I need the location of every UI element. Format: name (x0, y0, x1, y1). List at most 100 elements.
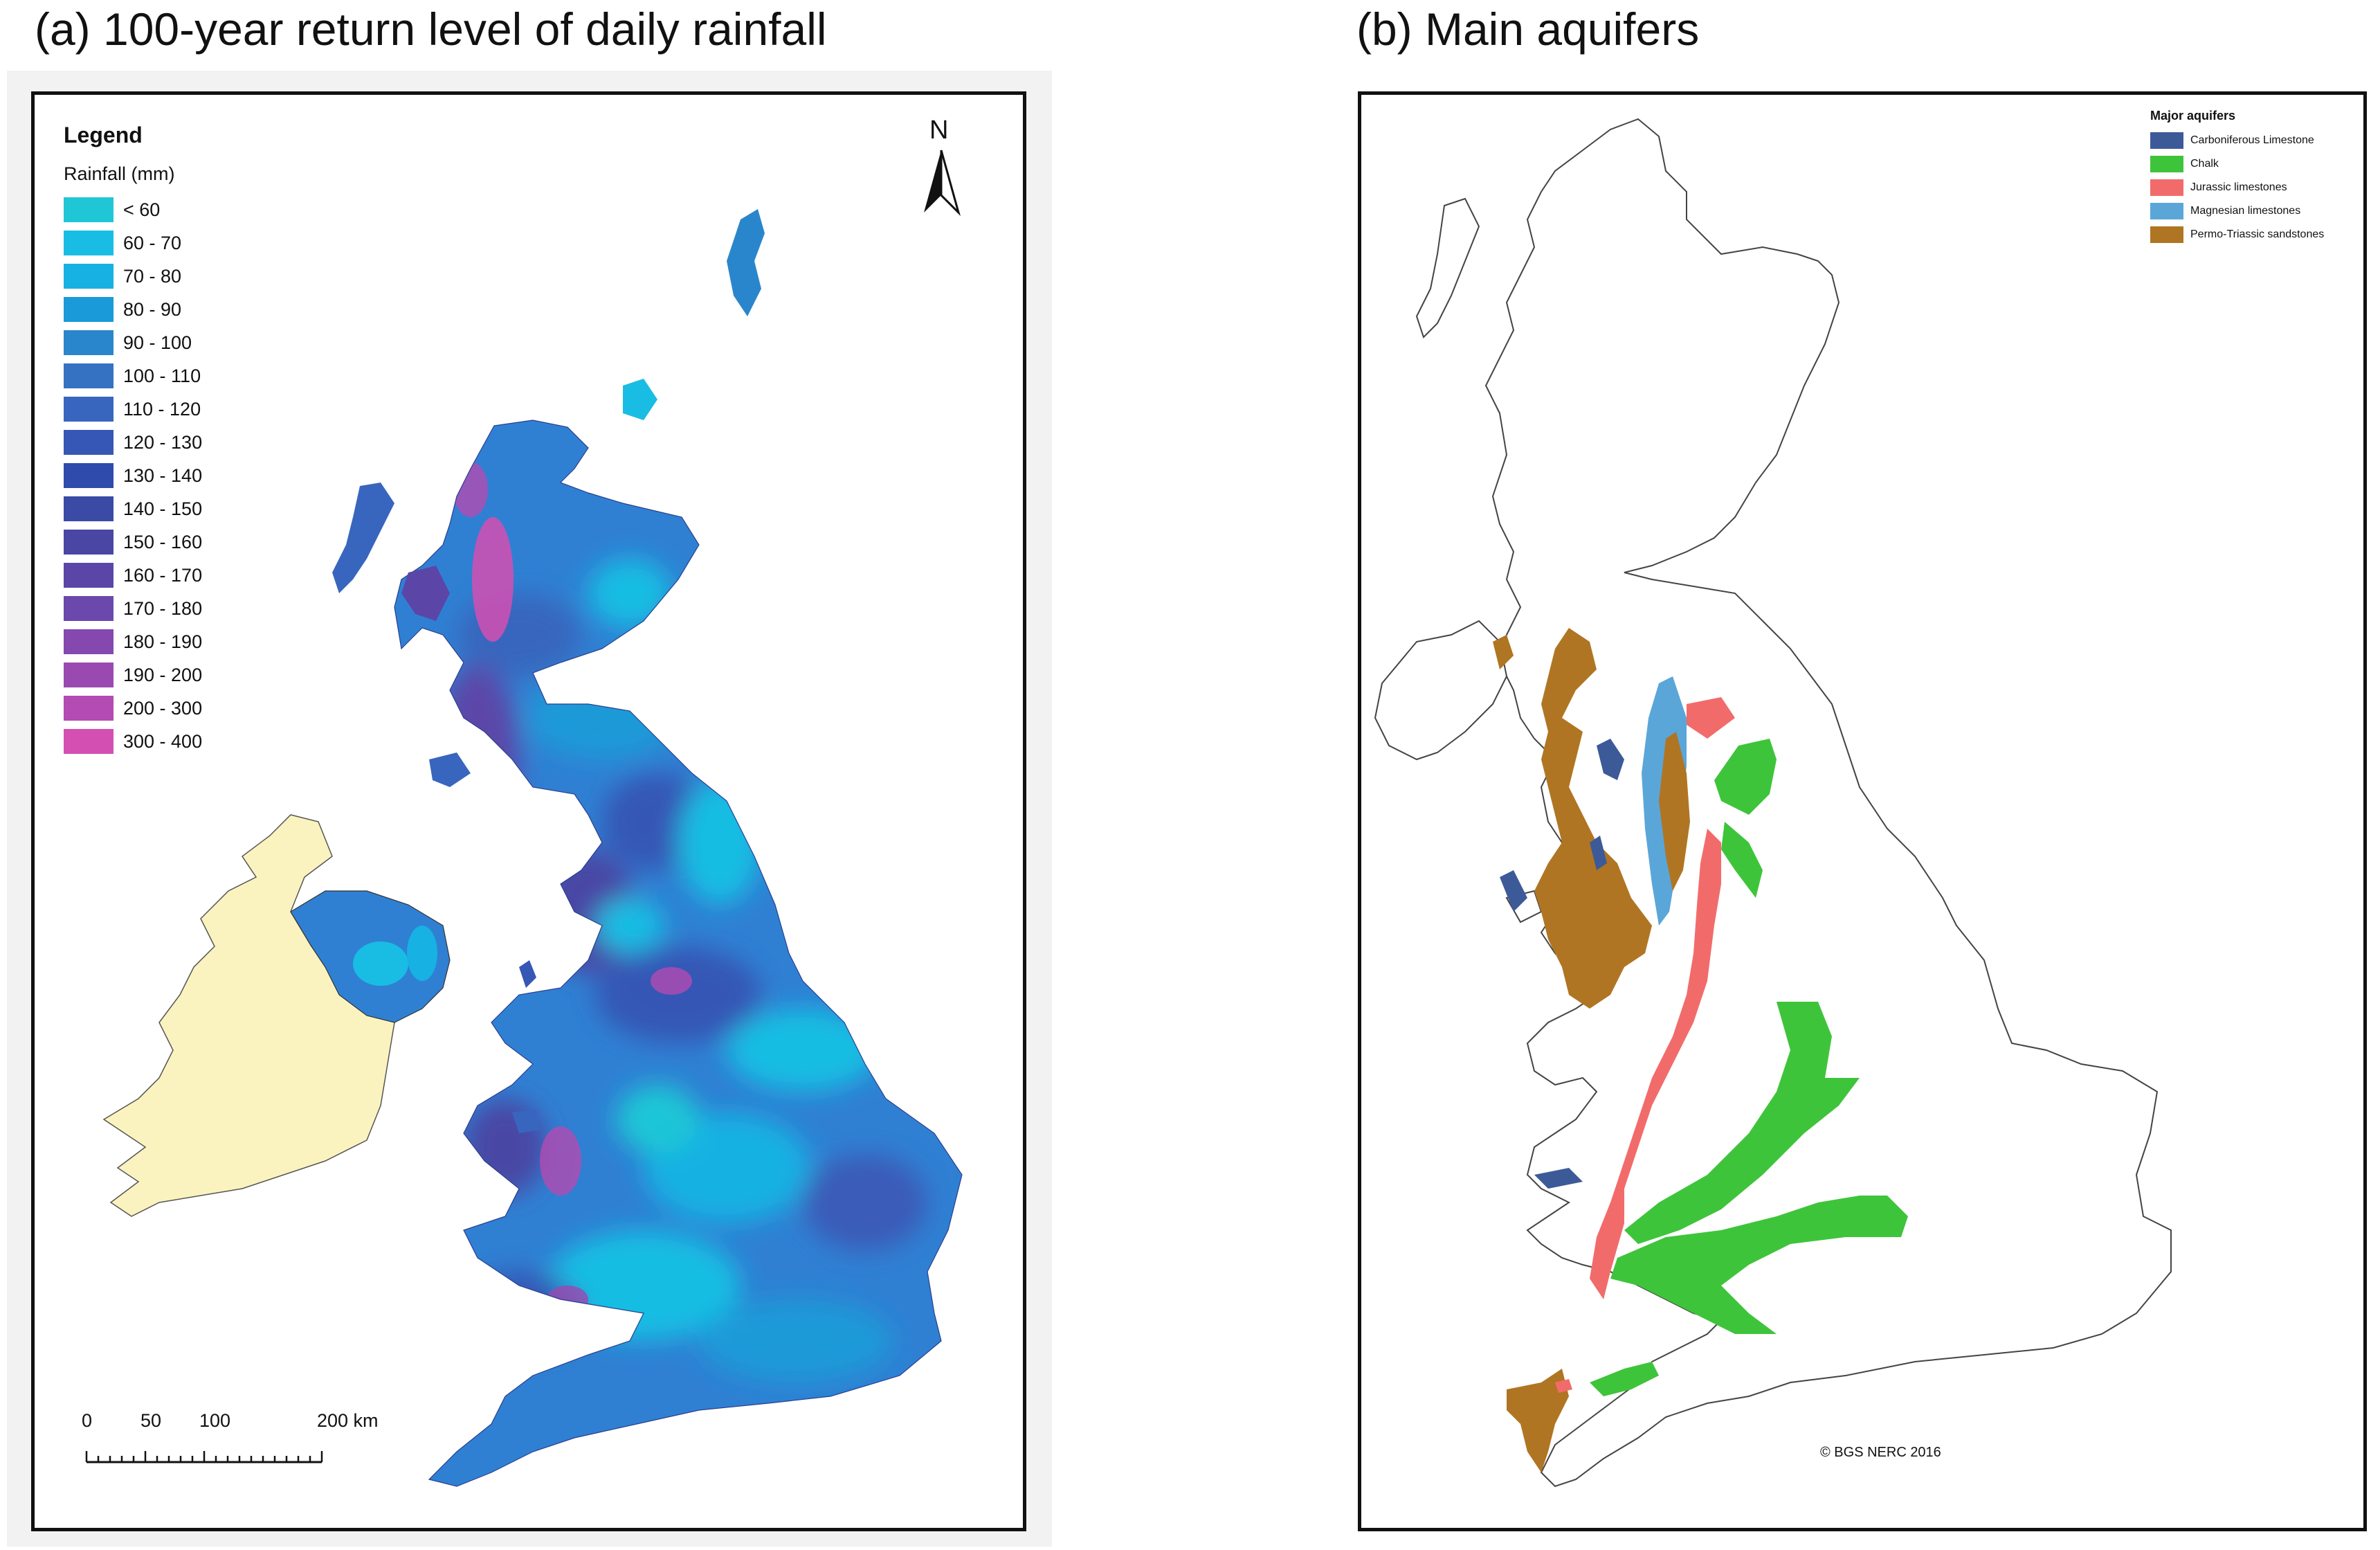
legend-swatch (64, 563, 113, 588)
legend-label: 300 - 400 (123, 730, 203, 752)
scale-label: 200 km (317, 1410, 379, 1431)
legend-item: 180 - 190 (64, 625, 202, 658)
aquifer-legend-item: Magnesian limestones (2150, 199, 2324, 223)
aquifer-legend-label: Permo-Triassic sandstones (2190, 228, 2325, 240)
western-isles-outline (1415, 197, 1480, 339)
western-isles (332, 483, 394, 593)
legend-swatch (64, 264, 113, 289)
aquifer-legend-swatch (2150, 179, 2183, 196)
legend-item: 200 - 300 (64, 692, 202, 725)
chalk-outcrop (1714, 739, 1777, 815)
highland-rainfall-max (472, 517, 514, 642)
legend-item: 130 - 140 (64, 459, 202, 492)
legend-label: 100 - 110 (123, 365, 201, 386)
legend-swatch (64, 629, 113, 654)
legend-item: < 60 (64, 193, 202, 226)
legend-swatch (64, 197, 113, 222)
permo-triassic-outcrop (1507, 1369, 1569, 1472)
skye-island (401, 566, 450, 621)
rainfall-map (102, 209, 963, 1487)
permo-triassic-outcrop (1493, 635, 1514, 669)
legend-label: 80 - 90 (123, 298, 182, 320)
legend-label: 180 - 190 (123, 631, 203, 652)
legend-swatch (64, 663, 113, 687)
legend-label: 170 - 180 (123, 597, 203, 619)
legend-item: 100 - 110 (64, 359, 202, 393)
snowdonia-rainfall-max (540, 1126, 581, 1196)
map-credit: © BGS NERC 2016 (1820, 1445, 1941, 1460)
legend-subtitle: Rainfall (mm) (64, 163, 175, 184)
chalk-outcrop (1624, 1002, 1860, 1244)
isle-of-man (519, 960, 536, 988)
panel-a-title: (a) 100-year return level of daily rainf… (35, 3, 827, 55)
legend-swatch (64, 496, 113, 521)
legend-item: 300 - 400 (64, 725, 202, 758)
legend-item: 60 - 70 (64, 226, 202, 260)
jurassic-limestone-outcrop (1687, 697, 1735, 739)
mull-island (429, 753, 471, 787)
aquifer-legend-label: Magnesian limestones (2190, 205, 2301, 217)
rainfall-map-frame: Legend Rainfall (mm) < 60 60 - 70 70 - 80 8… (31, 91, 1026, 1531)
legend-item: 70 - 80 (64, 260, 202, 293)
panel-b-title: (b) Main aquifers (1356, 3, 1700, 55)
permo-triassic-outcrop (1534, 628, 1652, 1009)
legend-item: 160 - 170 (64, 559, 202, 592)
aquifer-legend-item: Permo-Triassic sandstones (2150, 223, 2324, 246)
rainfall-zone (407, 926, 437, 981)
aquifer-legend: Major aquifers Carboniferous Limestone Ch… (2150, 109, 2324, 246)
legend-item: 120 - 130 (64, 426, 202, 459)
aquifer-legend-label: Chalk (2190, 158, 2219, 170)
aquifer-legend-label: Carboniferous Limestone (2190, 134, 2314, 146)
ni-outline (1374, 620, 1508, 761)
brecon-rainfall-max (547, 1286, 588, 1313)
legend-label: 90 - 100 (123, 332, 192, 353)
legend-item: 150 - 160 (64, 525, 202, 559)
aquifer-legend-swatch (2150, 226, 2183, 243)
carboniferous-limestone-outcrop (1500, 870, 1527, 912)
north-arrow-icon (924, 150, 961, 217)
aquifer-legend-item: Chalk (2150, 152, 2324, 176)
orkney-islands (623, 379, 657, 420)
aquifer-legend-label: Jurassic limestones (2190, 181, 2287, 193)
legend-item: 190 - 200 (64, 658, 202, 692)
scale-label: 100 (199, 1410, 231, 1431)
legend-label: 60 - 70 (123, 232, 182, 253)
legend-label: 200 - 300 (123, 697, 203, 719)
jurassic-limestone-outcrop (1590, 829, 1721, 1299)
carboniferous-limestone-outcrop (1534, 1168, 1583, 1189)
legend-label: 120 - 130 (123, 431, 203, 453)
legend-swatch (64, 297, 113, 322)
aquifer-legend-item: Jurassic limestones (2150, 176, 2324, 199)
scale-bar-line (85, 1451, 323, 1463)
aquifer-legend-title: Major aquifers (2150, 109, 2236, 123)
legend-item: 80 - 90 (64, 293, 202, 326)
legend-label: 70 - 80 (123, 265, 182, 287)
anglesey-island (512, 1109, 540, 1133)
legend-swatch (64, 463, 113, 488)
legend-swatch (64, 596, 113, 621)
aquifer-map-frame: Major aquifers Carboniferous Limestone Ch… (1358, 91, 2367, 1531)
carboniferous-limestone-outcrop (1597, 739, 1624, 780)
legend-label: 160 - 170 (123, 564, 203, 586)
legend-swatch (64, 397, 113, 422)
aquifer-map (1374, 118, 2172, 1488)
legend-item: 110 - 120 (64, 393, 202, 426)
scale-label: 50 (140, 1410, 162, 1431)
legend-label: 150 - 160 (123, 531, 203, 552)
aquifer-legend-swatch (2150, 203, 2183, 219)
carboniferous-limestone-outcrop (1590, 836, 1607, 870)
legend-item: 90 - 100 (64, 326, 202, 359)
legend-label: 110 - 120 (123, 398, 201, 420)
legend-label: 190 - 200 (123, 664, 203, 685)
legend-item: 170 - 180 (64, 592, 202, 625)
permo-triassic-outcrop (1659, 732, 1690, 891)
legend-swatch (64, 696, 113, 721)
scale-label: 0 (82, 1410, 93, 1431)
legend-rows: < 60 60 - 70 70 - 80 80 - 90 90 - 100 100 - 1… (64, 193, 202, 758)
legend-swatch (64, 330, 113, 355)
highland-rainfall-max (453, 462, 488, 517)
legend-title: Legend (64, 123, 143, 147)
jurassic-limestone-outcrop (1555, 1379, 1572, 1393)
legend-swatch (64, 363, 113, 388)
north-arrow: N (910, 116, 972, 219)
